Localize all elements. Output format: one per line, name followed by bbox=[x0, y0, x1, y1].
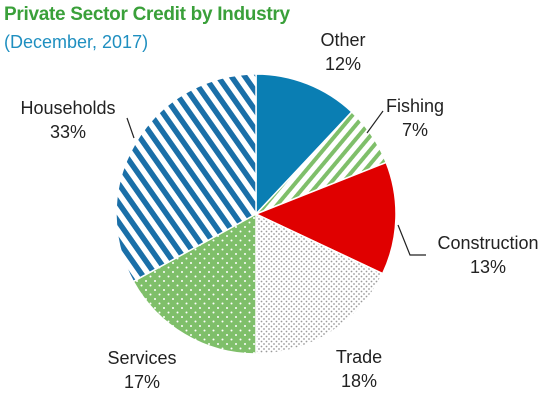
slice-value-other: 12% bbox=[325, 54, 361, 74]
pie-slice-services bbox=[132, 212, 257, 355]
pie-slice-construction bbox=[254, 161, 397, 275]
pie-slice-other bbox=[255, 73, 353, 216]
slice-label-construction: Construction bbox=[437, 233, 538, 253]
leader-line-construction bbox=[397, 224, 426, 256]
slice-label-trade: Trade bbox=[336, 347, 382, 367]
slice-value-services: 17% bbox=[124, 372, 160, 392]
slice-value-trade: 18% bbox=[341, 371, 377, 391]
leader-line-households bbox=[126, 117, 135, 139]
leader-line-fishing bbox=[366, 110, 384, 134]
chart-subtitle: (December, 2017) bbox=[4, 32, 149, 52]
slice-label-services: Services bbox=[107, 348, 176, 368]
slice-label-other: Other bbox=[320, 30, 365, 50]
slice-label-households: Households bbox=[20, 98, 115, 118]
pie-slice-trade bbox=[255, 212, 384, 355]
slice-value-fishing: 7% bbox=[402, 120, 428, 140]
slice-label-fishing: Fishing bbox=[386, 96, 444, 116]
pie-slice-households bbox=[115, 73, 257, 283]
slice-value-construction: 13% bbox=[470, 257, 506, 277]
chart-title: Private Sector Credit by Industry bbox=[4, 4, 290, 25]
slice-value-households: 33% bbox=[50, 122, 86, 142]
